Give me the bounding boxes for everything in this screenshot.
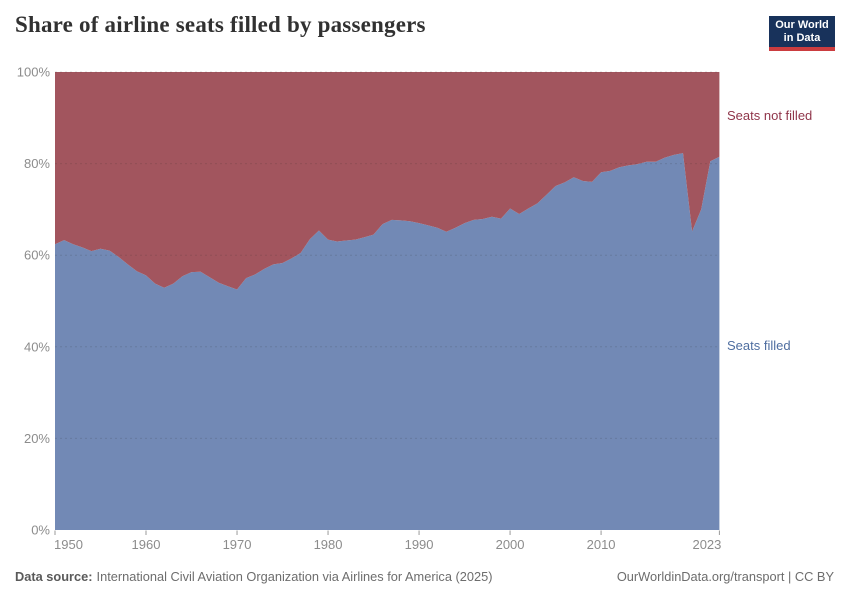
y-axis-tick-label-0: 0% [31, 523, 50, 538]
x-axis-tick-label-2023: 2023 [692, 537, 721, 552]
data-source-text: International Civil Aviation Organizatio… [96, 569, 493, 584]
owid-logo-line1: Our World [775, 19, 829, 31]
y-axis-tick-label-60: 60% [24, 248, 50, 263]
x-axis-tick-label-1990: 1990 [405, 537, 434, 552]
credit-link[interactable]: OurWorldinData.org/transport | CC BY [616, 569, 834, 584]
y-axis-tick-label-80: 80% [24, 156, 50, 171]
owid-logo-line2: in Data [783, 32, 821, 44]
y-axis-tick-label-20: 20% [24, 431, 50, 446]
data-source: Data source: International Civil Aviation… [15, 569, 493, 584]
area-seats-filled[interactable] [55, 153, 720, 530]
data-source-label: Data source: [15, 569, 93, 584]
page-title: Share of airline seats filled by passeng… [15, 12, 426, 37]
x-axis-tick-label-1970: 1970 [223, 537, 252, 552]
x-axis-tick-label-2010: 2010 [587, 537, 616, 552]
series-label-seats-not-filled: Seats not filled [727, 108, 813, 123]
x-axis-tick-label-2000: 2000 [496, 537, 525, 552]
series-label-seats-filled: Seats filled [727, 338, 791, 353]
x-axis-tick-label-1950: 1950 [54, 537, 83, 552]
y-axis-tick-label-100: 100% [17, 65, 51, 80]
y-axis-tick-label-40: 40% [24, 339, 50, 354]
chart-footer: Data source: International Civil Aviation… [15, 569, 834, 584]
area-seats-not-filled[interactable] [55, 72, 720, 290]
x-axis-tick-label-1980: 1980 [314, 537, 343, 552]
x-axis-tick-label-1960: 1960 [132, 537, 161, 552]
owid-logo[interactable]: Our World in Data [769, 16, 835, 51]
